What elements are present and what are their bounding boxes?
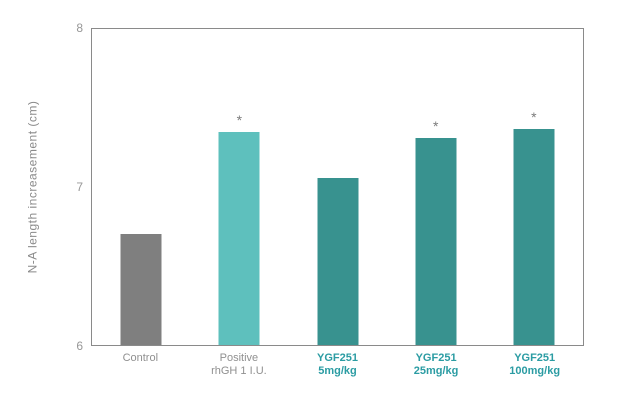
bar <box>415 138 457 345</box>
significance-star: * <box>236 111 243 128</box>
bar-slot: * <box>387 29 485 345</box>
x-tick-label-line: 25mg/kg <box>413 365 459 377</box>
significance-star: * <box>531 108 537 125</box>
x-axis-labels: Control Positive rhGH 1 I.U. YGF251 5mg/kg YG… <box>91 352 584 378</box>
x-tick-label-line: rhGH 1 I.U. <box>211 365 267 377</box>
x-tick-label-line: YGF251 <box>317 352 358 364</box>
x-tick-label-line: Control <box>122 352 159 364</box>
bar <box>120 234 162 345</box>
y-axis-title-wrap: N-A length increasement (cm) <box>10 28 55 346</box>
bar <box>218 131 260 345</box>
bar-slot: * <box>485 29 583 345</box>
x-tick-label-line: 100mg/kg <box>509 365 561 377</box>
x-tick-label-line: 5mg/kg <box>318 365 357 377</box>
y-tick-label: 6 <box>76 339 83 353</box>
x-tick-label-line: YGF251 <box>415 352 457 364</box>
bar-slot: * <box>190 29 288 345</box>
bar-slot <box>288 29 386 345</box>
x-tick-label: YGF251 5mg/kg <box>288 352 387 378</box>
bar <box>513 128 555 345</box>
bar <box>317 177 358 345</box>
x-tick-label: YGF251 25mg/kg <box>387 352 486 378</box>
y-tick-label: 7 <box>76 180 83 194</box>
plot-area: * * * <box>91 28 584 346</box>
y-axis-title: N-A length increasement (cm) <box>25 100 40 274</box>
y-tick-label: 8 <box>76 21 83 35</box>
x-tick-label-line: YGF251 <box>514 352 556 364</box>
x-tick-label: YGF251 100mg/kg <box>485 352 584 378</box>
x-tick-label: Control <box>91 352 190 378</box>
x-tick-label: Positive rhGH 1 I.U. <box>190 352 289 378</box>
x-tick-label-line: Positive <box>219 352 259 364</box>
bar-slot <box>92 29 190 345</box>
significance-star: * <box>432 118 439 135</box>
